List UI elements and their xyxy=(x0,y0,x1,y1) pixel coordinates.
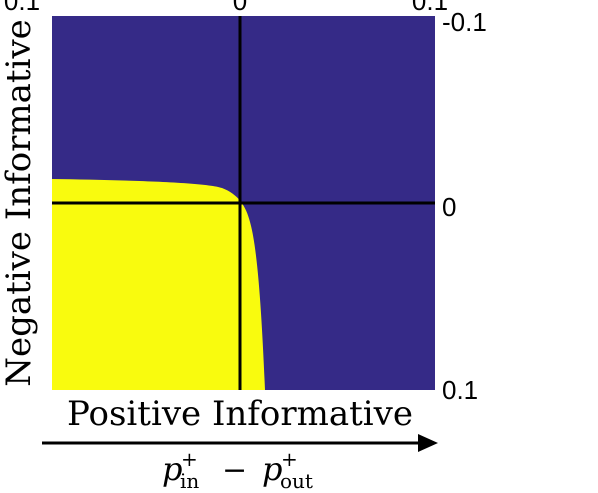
x-quantity-symbol-b: p xyxy=(262,450,282,488)
x-direction-arrow-head xyxy=(418,434,438,452)
y-tick-label-bottom: 0.1 xyxy=(442,375,478,405)
x-quantity-sup-b: + xyxy=(281,447,298,471)
inside-region xyxy=(52,179,265,390)
y-tick-label-top: -0.1 xyxy=(442,7,487,37)
x-quantity-sup-a: + xyxy=(181,447,198,471)
top-tick-label-left: 0.1 xyxy=(4,0,40,16)
x-quantity-label: p + in − p + out xyxy=(162,447,313,493)
x-quantity-operator: − xyxy=(222,453,247,488)
x-quantity-sub-a: in xyxy=(180,469,199,493)
y-tick-label-middle: 0 xyxy=(442,192,456,222)
y-axis-label: Negative Informative xyxy=(0,19,39,387)
x-axis-label: Positive Informative xyxy=(67,394,413,434)
x-quantity-sub-b: out xyxy=(280,469,313,493)
top-tick-label-right: 0.1 xyxy=(412,0,448,16)
x-quantity-symbol-a: p xyxy=(162,450,182,488)
top-tick-label-center: 0 xyxy=(233,0,247,16)
